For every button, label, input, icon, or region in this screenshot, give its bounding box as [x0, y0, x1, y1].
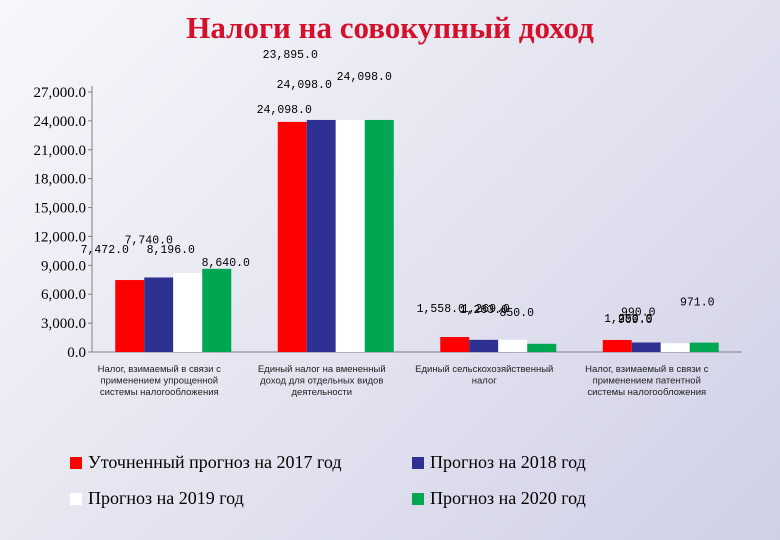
y-axis-ticks: 0.0 3,000.0 6,000.0 9,000.0 12,000.0 15,000.0…	[34, 85, 92, 361]
data-label: 1,263.0	[460, 304, 508, 317]
y-tick-label: 21,000.0	[34, 143, 87, 159]
data-label: 24,098.0	[277, 79, 332, 92]
y-tick-label: 9,000.0	[41, 258, 86, 274]
bar	[469, 339, 499, 352]
category-label-line: Налог, взимаемый в связи с	[585, 364, 708, 375]
category-label: Единый сельскохозяйственный налог	[415, 364, 553, 387]
data-label: 24,098.0	[337, 71, 392, 84]
data-label: 24,098.0	[257, 104, 312, 117]
category-label: Налог, взимаемый в связи с применением уп…	[98, 364, 221, 398]
category-labels: Налог, взимаемый в связи с применением уп…	[98, 364, 709, 398]
data-label: 1,269.0	[462, 303, 510, 316]
bar	[144, 277, 174, 352]
y-tick-label: 12,000.0	[34, 229, 87, 245]
bar	[689, 342, 719, 352]
y-tick-label: 3,000.0	[41, 316, 86, 332]
bar	[527, 343, 557, 352]
category-label-line: деятельности	[291, 387, 352, 398]
category-label: Налог, взимаемый в связи с применением па…	[585, 364, 708, 398]
category-label-line: применением патентной	[593, 376, 701, 387]
data-label: 850.0	[499, 307, 534, 320]
data-label: 971.0	[680, 297, 715, 310]
bar	[602, 339, 632, 352]
bar	[631, 342, 661, 352]
data-label: 909.0	[618, 314, 653, 327]
bar	[115, 280, 145, 352]
bar	[173, 273, 203, 352]
bar	[440, 336, 470, 352]
category-label-line: доход для отдельных видов	[260, 376, 383, 387]
category-label-line: системы налогообложения	[100, 387, 219, 398]
y-tick-label: 24,000.0	[34, 114, 87, 130]
bar	[277, 121, 307, 353]
data-label: 7,472.0	[81, 244, 129, 257]
data-label: 7,740.0	[125, 234, 173, 247]
bar	[660, 343, 690, 352]
category-label-line: системы налогообложения	[587, 387, 706, 398]
bar	[306, 119, 336, 352]
data-label: 23,895.0	[263, 49, 318, 62]
chart-bars	[115, 119, 719, 353]
category-label-line: применением упрощенной	[100, 376, 218, 387]
data-label: 8,196.0	[147, 244, 195, 257]
data-labels: 7,472.07,740.08,196.0 8,640.0 23,895.0 24,0…	[81, 49, 715, 327]
data-label: 990.0	[621, 306, 656, 319]
y-tick-label: 15,000.0	[34, 201, 87, 217]
category-label: Единый налог на вмененный доход для отдел…	[258, 364, 386, 398]
category-label-line: налог	[472, 376, 497, 387]
y-tick-label: 6,000.0	[41, 287, 86, 303]
category-label-line: Единый налог на вмененный	[258, 364, 386, 375]
data-label: 1,558.0	[417, 303, 465, 316]
category-label-line: Налог, взимаемый в связи с	[98, 364, 221, 375]
bar	[364, 119, 394, 352]
chart-title: Налоги на совокупный доход	[186, 10, 594, 45]
category-label-line: Единый сельскохозяйственный	[415, 364, 553, 375]
y-tick-label: 27,000.0	[34, 85, 87, 101]
y-tick-label: 0.0	[67, 345, 86, 361]
data-label: 1,250.0	[604, 313, 652, 326]
y-tick-label: 18,000.0	[34, 172, 87, 188]
bar	[202, 268, 232, 352]
data-label: 8,640.0	[202, 257, 250, 270]
bar	[498, 339, 528, 352]
bar	[335, 119, 365, 352]
